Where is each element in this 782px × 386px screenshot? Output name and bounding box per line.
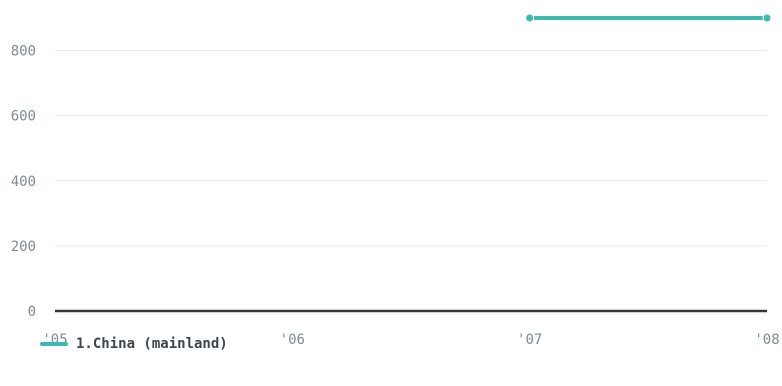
gridlines <box>55 50 767 313</box>
y-tick-label: 200 <box>11 239 36 255</box>
x-tick-label: '06 <box>280 332 305 348</box>
y-tick-label: 800 <box>11 44 36 60</box>
y-axis: 0 200 400 600 800 <box>11 44 36 320</box>
y-tick-label: 600 <box>11 109 36 125</box>
y-tick-label: 400 <box>11 174 36 190</box>
data-point <box>525 13 535 23</box>
data-point <box>762 13 772 23</box>
x-tick-label: '08 <box>754 332 779 348</box>
legend-swatch <box>40 342 68 346</box>
x-tick-label: '07 <box>517 332 542 348</box>
y-tick-label: 0 <box>28 304 36 320</box>
legend: 1.China (mainland) <box>40 336 228 352</box>
series-layer <box>525 13 772 23</box>
legend-label: 1.China (mainland) <box>76 336 228 352</box>
